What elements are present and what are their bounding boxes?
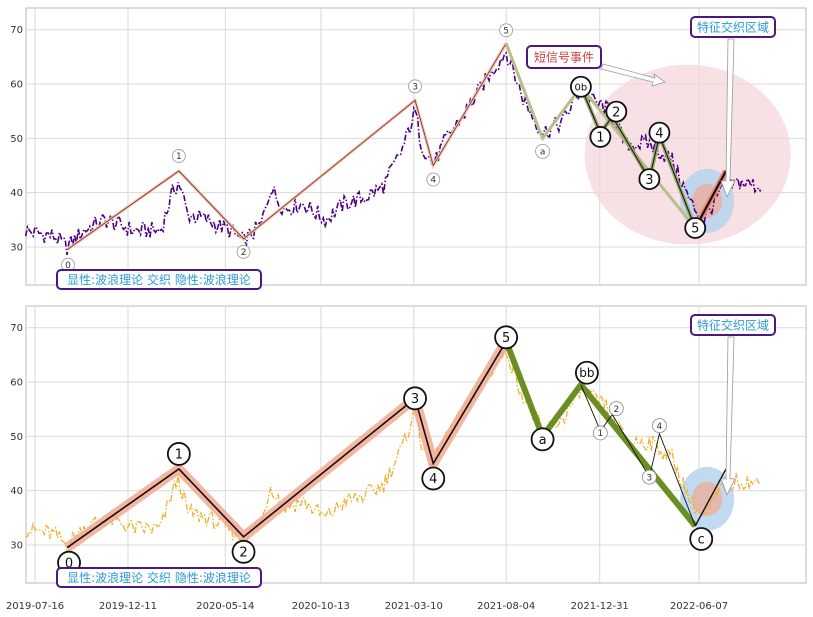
x-tick-label: 2019-12-11 (99, 601, 157, 612)
sub-wave-label-3-text: 3 (645, 173, 653, 188)
y-tick-label: 30 (10, 242, 23, 253)
sub-wave-line (580, 384, 696, 527)
sub-wave-label-3-circle (641, 469, 657, 485)
sub-wave-line (580, 86, 696, 229)
wave-label-5-text: 5 (503, 27, 509, 37)
y-tick-label: 40 (10, 188, 23, 199)
wave-label-a-text: a (539, 433, 547, 448)
legend-label: 显性:波浪理论 交织 隐性:波浪理论 (67, 272, 251, 287)
wave-label-b-circle (574, 360, 599, 385)
wave-label-4-text: 4 (429, 472, 437, 487)
signal-event-box (526, 45, 602, 69)
panel-top: 3040506070012345a0b12345短信号事件特征交织区域显性:波浪… (10, 7, 807, 290)
y-tick-label: 50 (10, 432, 23, 443)
wave-label-a-circle (535, 143, 550, 159)
wave-label-1-circle (166, 442, 191, 466)
sub-wave-label-4-circle (648, 121, 671, 144)
signal-arrow (600, 63, 666, 87)
primary-wave-line (66, 43, 507, 251)
y-tick-label: 70 (10, 323, 23, 334)
legend-box (56, 269, 262, 290)
wave-label-5-text: 5 (502, 331, 510, 346)
sub-wave-label-0-circle (569, 75, 592, 98)
wave-label-3-text: 3 (412, 83, 418, 93)
price-series (24, 51, 762, 256)
y-tick-label: 60 (10, 378, 23, 389)
y-tick-label: 70 (10, 25, 23, 36)
wave-label-2-circle (231, 539, 256, 564)
y-tick-label: 30 (10, 540, 23, 551)
wave-label-2-text: 2 (241, 248, 247, 258)
wave-label-0-text: 0 (65, 556, 73, 571)
wave-label-3-circle (408, 79, 422, 94)
feature-zone-label: 特征交织区域 (697, 20, 769, 35)
wave-label-1-circle (171, 149, 186, 163)
x-tick-label: 2019-07-16 (6, 601, 64, 612)
wave-label-4-text: 4 (430, 176, 436, 186)
feature-zone-arrow (720, 336, 736, 496)
feature-zone-arrow (720, 38, 736, 198)
wave-label-0-text: 0 (65, 261, 71, 271)
y-tick-label: 60 (10, 80, 23, 91)
sub-wave-label-1-circle (592, 425, 608, 441)
y-tick-label: 50 (10, 134, 23, 145)
wave-label-3-text: 3 (411, 392, 419, 407)
sub-wave-label-1-text: 1 (598, 429, 604, 439)
wave-label-c-circle (689, 527, 714, 551)
legend-box (56, 567, 262, 588)
wave-label-2-circle (236, 244, 251, 259)
wave-label-b-text: bb (579, 366, 594, 380)
signal-event-label: 短信号事件 (534, 51, 594, 65)
feature-zone-label: 特征交织区域 (697, 318, 769, 333)
legend-label: 显性:波浪理论 交织 隐性:波浪理论 (67, 570, 251, 585)
sub-wave-label-1-text: 1 (596, 131, 604, 146)
x-tick-label: 2020-05-14 (196, 601, 254, 612)
wave-label-5-circle (499, 23, 514, 38)
wave-label-4-circle (426, 172, 441, 187)
wave-label-2-text: 2 (239, 546, 247, 561)
sub-wave-label-2-circle (608, 401, 624, 417)
plot-frame (25, 305, 807, 584)
sub-wave-label-1-circle (589, 126, 612, 148)
sub-wave-label-4-circle (652, 418, 667, 434)
wave-label-4-circle (421, 466, 446, 491)
wave-label-1-text: 1 (176, 152, 182, 162)
x-tick-label: 2021-03-10 (385, 601, 443, 612)
y-tick-label: 40 (10, 486, 23, 497)
price-series (25, 344, 761, 554)
feature-zone-box (690, 314, 776, 336)
sub-wave-label-0-text: 0b (575, 82, 588, 93)
primary-wave-line (66, 340, 507, 549)
sub-wave-label-2-circle (605, 100, 628, 123)
intersect-zone-large (584, 64, 791, 245)
x-tick-label: 2021-08-04 (477, 601, 535, 612)
wave-label-1-text: 1 (175, 448, 183, 463)
feature-zone-box (690, 16, 776, 38)
sub-wave-label-4-text: 4 (657, 422, 663, 432)
x-tick-label: 2021-12-31 (571, 601, 629, 612)
secondary-wave-line (503, 340, 698, 528)
sub-wave-label-2-text: 2 (612, 105, 620, 120)
wave-label-a-circle (530, 427, 555, 452)
wave-label-c-text: c (698, 533, 705, 548)
x-tick-label: 2022-06-07 (670, 601, 728, 612)
sub-wave-label-2-text: 2 (613, 405, 619, 415)
sub-wave-label-3-text: 3 (647, 473, 653, 483)
x-tick-label: 2020-10-13 (292, 601, 350, 612)
wave-label-5-circle (494, 325, 519, 350)
sub-wave-label-4-text: 4 (655, 126, 663, 141)
sub-wave-label-5-circle (684, 217, 707, 239)
sub-wave-label-5-text: 5 (691, 222, 699, 237)
wave-label-a-text: a (540, 148, 546, 158)
sub-wave-label-3-circle (638, 168, 661, 190)
wave-label-3-circle (403, 386, 427, 411)
